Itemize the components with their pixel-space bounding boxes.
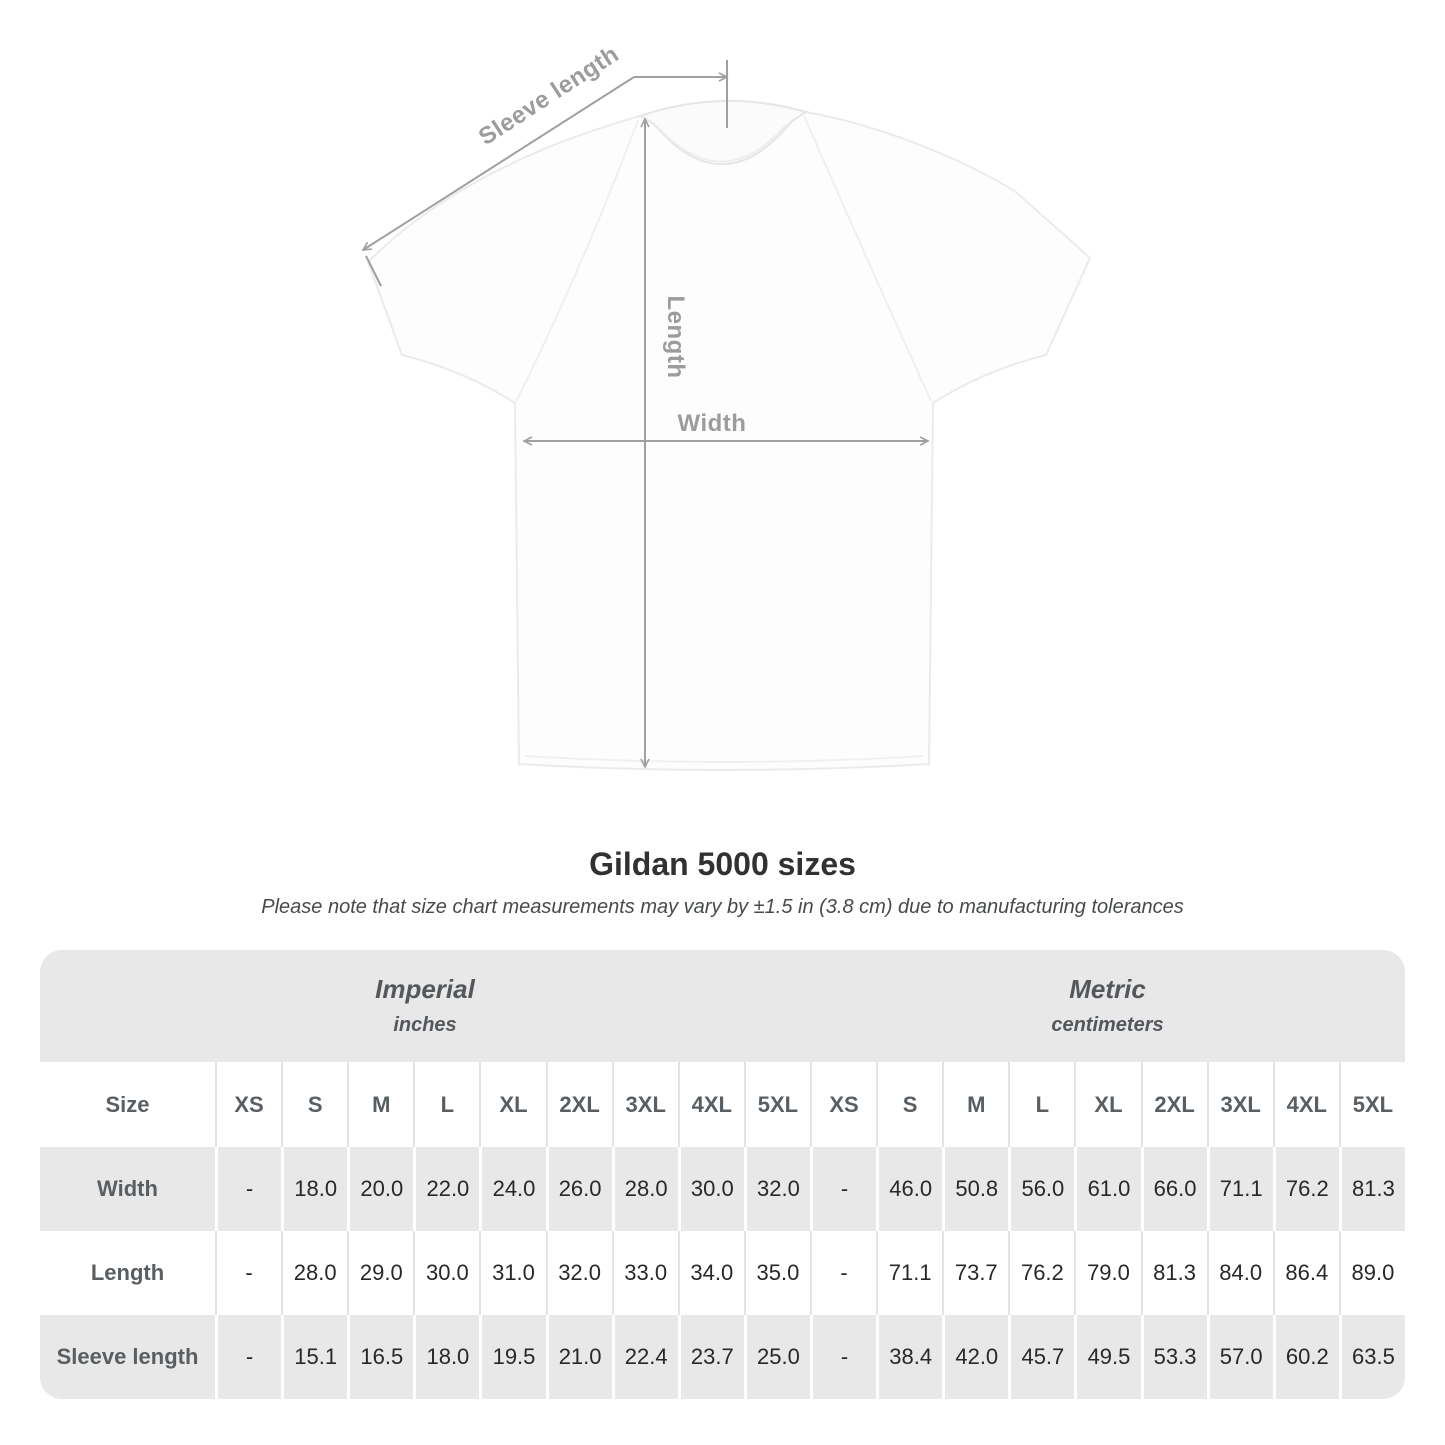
measurement-cell: 31.0	[479, 1231, 545, 1315]
table-row: Length -28.0 29.0 30.0 31.0 32.0 33.0 34.0 35.0-…	[40, 1231, 1405, 1315]
measurement-cell: 34.0	[677, 1231, 744, 1315]
measurement-cell: 66.0	[1140, 1147, 1207, 1231]
measurement-cell: 50.8	[942, 1147, 1008, 1231]
size-header-cell: 3XL	[611, 1062, 678, 1147]
measurement-cell: 38.4	[876, 1315, 942, 1399]
measurement-cell: 18.0	[413, 1315, 479, 1399]
measurement-cell: 25.0	[743, 1315, 810, 1399]
measurement-cell: 76.2	[1272, 1147, 1339, 1231]
measurement-cell: 33.0	[611, 1231, 678, 1315]
measurement-cell: 19.5	[479, 1315, 545, 1399]
size-table: Imperial inches Metric centimeters Size …	[40, 950, 1405, 1399]
unit-header-row: Imperial inches Metric centimeters	[40, 950, 1405, 1062]
size-header-cell: S	[876, 1062, 942, 1147]
measurement-cell: 71.1	[876, 1231, 942, 1315]
size-header-cell: XS	[215, 1062, 281, 1147]
table-row: Width -18.0 20.0 22.0 24.0 26.0 28.0 30.0 32.0-4…	[40, 1147, 1405, 1231]
measurement-cell: 23.7	[677, 1315, 744, 1399]
measurement-cell: -	[809, 1231, 876, 1315]
measurement-cell: 18.0	[281, 1147, 347, 1231]
unit-header-metric: Metric centimeters	[809, 950, 1405, 1062]
size-header-cell: 4XL	[1272, 1062, 1339, 1147]
measurement-cell: 61.0	[1074, 1147, 1140, 1231]
measurement-cell: 26.0	[545, 1147, 612, 1231]
imperial-label: Imperial	[375, 974, 475, 1004]
size-header-cell: 5XL	[743, 1062, 810, 1147]
measurement-cell: 22.4	[611, 1315, 678, 1399]
measurement-cell: -	[809, 1147, 876, 1231]
length-label: Length	[662, 296, 689, 379]
measurement-cell: 46.0	[876, 1147, 942, 1231]
measurement-cell: 32.0	[545, 1231, 612, 1315]
measurement-cell: 73.7	[942, 1231, 1008, 1315]
measurement-cell: 28.0	[281, 1231, 347, 1315]
measurement-cell: 63.5	[1338, 1315, 1405, 1399]
unit-header-imperial: Imperial inches	[40, 950, 810, 1062]
measurement-cell: 71.1	[1206, 1147, 1273, 1231]
size-header-cell: 2XL	[1140, 1062, 1207, 1147]
measurement-cell: 22.0	[413, 1147, 479, 1231]
size-header-cell: 2XL	[545, 1062, 612, 1147]
measurement-cell: 81.3	[1140, 1231, 1207, 1315]
sleeve-length-arrow	[361, 60, 729, 287]
table-row: Sleeve length -15.1 16.5 18.0 19.5 21.0 22.4 23…	[40, 1315, 1405, 1399]
width-label: Width	[678, 410, 747, 437]
measurement-cell: 42.0	[942, 1315, 1008, 1399]
size-header-cell: XS	[809, 1062, 876, 1147]
measurement-cell: 60.2	[1272, 1315, 1339, 1399]
metric-label: Metric	[1069, 974, 1146, 1004]
measurement-cell: 24.0	[479, 1147, 545, 1231]
size-header-cell: S	[281, 1062, 347, 1147]
page-title: Gildan 5000 sizes	[589, 846, 856, 882]
measurement-cell: 76.2	[1008, 1231, 1074, 1315]
measurement-cell: 30.0	[677, 1147, 744, 1231]
imperial-sublabel: inches	[393, 1014, 457, 1036]
measurement-cell: 21.0	[545, 1315, 612, 1399]
measurement-cell: 20.0	[347, 1147, 413, 1231]
row-label: Length	[90, 1260, 165, 1285]
measurement-cell: 56.0	[1008, 1147, 1074, 1231]
measurement-cell: 57.0	[1206, 1315, 1273, 1399]
size-header-cell: XL	[479, 1062, 545, 1147]
measurement-cell: 89.0	[1338, 1231, 1405, 1315]
measurement-cell: -	[809, 1315, 876, 1399]
size-header-cell: M	[347, 1062, 413, 1147]
metric-sublabel: centimeters	[1051, 1014, 1164, 1036]
measurement-cell: 79.0	[1074, 1231, 1140, 1315]
measurement-cell: 28.0	[611, 1147, 678, 1231]
row-label: Width	[97, 1176, 158, 1201]
measurement-cell: 53.3	[1140, 1315, 1207, 1399]
measurement-cell: -	[215, 1315, 281, 1399]
measurement-cell: 81.3	[1338, 1147, 1405, 1231]
measurement-cell: 84.0	[1206, 1231, 1273, 1315]
measurement-cell: 32.0	[743, 1147, 810, 1231]
measurement-cell: 86.4	[1272, 1231, 1339, 1315]
row-label: Sleeve length	[56, 1344, 199, 1369]
size-header-cell: 3XL	[1206, 1062, 1273, 1147]
page-subtitle: Please note that size chart measurements…	[261, 896, 1184, 918]
size-header-row: Size XS S M L XL 2XL 3XL 4XL 5XL XS S M L XL 2XL 3XL 4XL…	[40, 1062, 1405, 1147]
measurement-cell: 15.1	[281, 1315, 347, 1399]
size-column-header: Size	[105, 1091, 150, 1117]
tshirt-diagram: Sleeve length Length Width	[361, 40, 1092, 771]
measurement-cell: 30.0	[413, 1231, 479, 1315]
measurement-cell: 35.0	[743, 1231, 810, 1315]
size-header-cell: L	[413, 1062, 479, 1147]
size-table-body: Width -18.0 20.0 22.0 24.0 26.0 28.0 30.0 32.0-4…	[40, 1147, 1405, 1399]
measurement-cell: 16.5	[347, 1315, 413, 1399]
measurement-cell: 49.5	[1074, 1315, 1140, 1399]
measurement-cell: -	[215, 1147, 281, 1231]
size-header-cell: L	[1008, 1062, 1074, 1147]
size-header-cell: M	[942, 1062, 1008, 1147]
measurement-cell: 45.7	[1008, 1315, 1074, 1399]
measurement-cell: 29.0	[347, 1231, 413, 1315]
measurement-cell: -	[215, 1231, 281, 1315]
size-header-cell: 4XL	[677, 1062, 744, 1147]
size-header-cell: 5XL	[1338, 1062, 1405, 1147]
size-header-cell: XL	[1074, 1062, 1140, 1147]
size-table-grid: Imperial inches Metric centimeters Size …	[40, 950, 1405, 1399]
